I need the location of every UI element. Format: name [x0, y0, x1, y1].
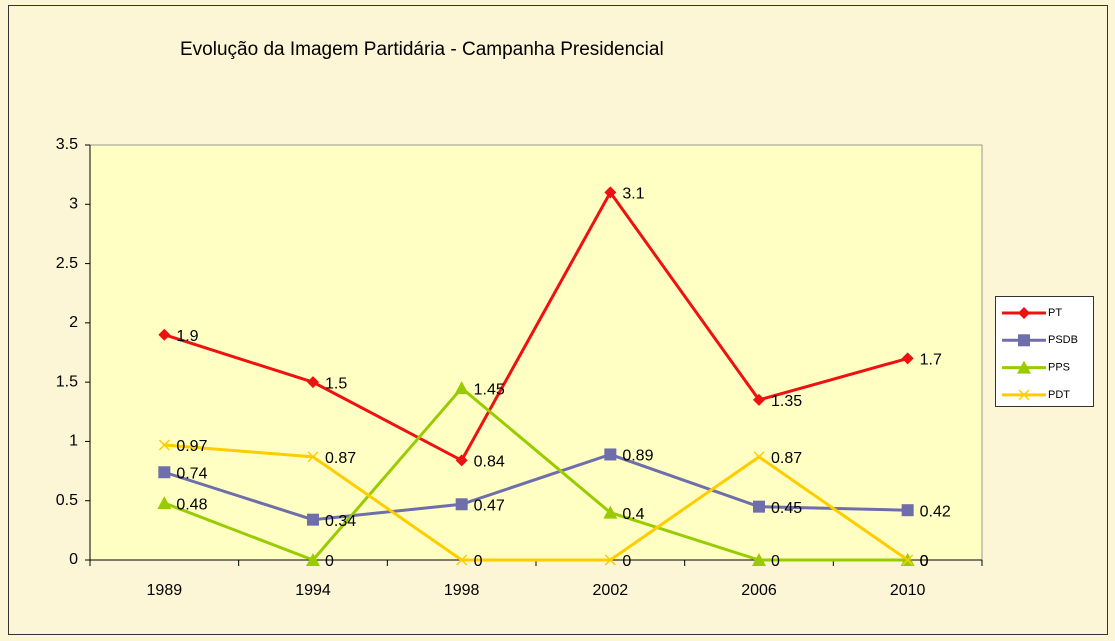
data-label: 0.34	[325, 513, 356, 530]
data-label: 0.97	[176, 438, 207, 455]
data-label: 1.35	[771, 393, 802, 410]
y-tick-label: 0.5	[56, 492, 78, 509]
data-label: 0	[771, 553, 780, 570]
data-label: 0.4	[622, 506, 644, 523]
data-label: 1.45	[474, 381, 505, 398]
x-tick-label: 2006	[741, 582, 777, 599]
data-label: 0.87	[325, 450, 356, 467]
x-tick-label: 1998	[444, 582, 480, 599]
data-label: 0.89	[622, 448, 653, 465]
marker	[454, 381, 469, 395]
marker	[1018, 307, 1030, 319]
marker	[158, 328, 171, 341]
marker	[901, 504, 914, 517]
data-label: 0	[920, 553, 929, 570]
data-label: 1.9	[176, 328, 198, 345]
y-tick-label: 1	[69, 433, 78, 450]
marker	[753, 451, 765, 463]
marker	[1017, 360, 1031, 374]
y-tick-label: 2.5	[56, 255, 78, 272]
marker	[604, 186, 617, 199]
data-label: 0.47	[474, 497, 505, 514]
data-label: 0.87	[771, 450, 802, 467]
data-label: 0	[325, 553, 334, 570]
legend-label: PSDB	[1048, 334, 1078, 346]
marker	[158, 466, 171, 479]
marker	[901, 352, 914, 365]
marker	[158, 439, 170, 451]
data-label: 0	[920, 553, 929, 570]
y-tick-label: 0	[69, 551, 78, 568]
data-label: 0.48	[176, 496, 207, 513]
marker	[455, 498, 468, 511]
x-tick-label: 2002	[593, 582, 629, 599]
marker	[902, 554, 914, 566]
series-line	[163, 452, 908, 522]
plot-area	[89, 144, 983, 561]
y-tick-label: 3	[69, 196, 78, 213]
x-tick-label: 2010	[890, 582, 926, 599]
data-label: 0	[474, 553, 483, 570]
legend-label: PT	[1048, 307, 1062, 319]
data-label: 0.45	[771, 500, 802, 517]
series-line	[164, 443, 909, 562]
legend-label: PPS	[1048, 362, 1070, 374]
marker	[753, 393, 765, 406]
data-label: 1.7	[920, 352, 942, 369]
marker	[455, 454, 468, 467]
marker	[603, 505, 618, 519]
marker	[306, 553, 320, 566]
data-label: 0	[622, 553, 631, 570]
marker	[604, 554, 616, 566]
data-label: 0.74	[176, 465, 207, 482]
marker	[752, 553, 766, 566]
y-tick-label: 2	[69, 314, 78, 331]
chart-frame	[8, 5, 1108, 635]
x-tick-label: 1989	[147, 582, 183, 599]
x-tick-label: 1994	[295, 582, 331, 599]
marker	[604, 448, 617, 461]
data-label: 1.5	[325, 375, 347, 392]
marker	[307, 376, 319, 389]
marker	[1018, 389, 1030, 401]
series-line	[163, 189, 909, 463]
y-tick-label: 1.5	[56, 373, 78, 390]
marker	[307, 451, 319, 463]
marker	[456, 554, 468, 566]
chart-title: Evolução da Imagem Partidária - Campanha…	[180, 39, 664, 60]
data-label: 0.42	[920, 503, 951, 520]
marker	[157, 496, 172, 510]
legend-label: PDT	[1048, 389, 1070, 401]
series-line	[163, 385, 908, 562]
marker	[307, 513, 319, 526]
marker	[1018, 334, 1030, 347]
y-tick-label: 3.5	[56, 136, 78, 153]
data-label: 0.84	[474, 454, 505, 471]
marker	[753, 500, 765, 513]
data-label: 3.1	[622, 186, 644, 203]
legend-box	[995, 296, 1094, 407]
